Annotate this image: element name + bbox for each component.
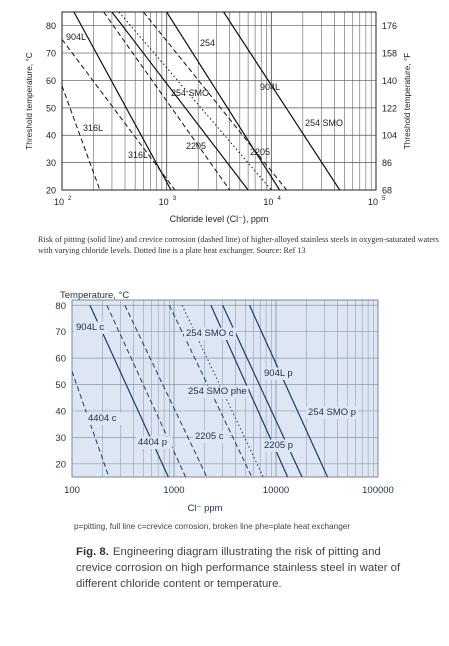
- annotation-bg: [136, 436, 172, 449]
- y-tick-label: 20: [46, 186, 56, 196]
- annotation-label: 904L: [260, 82, 280, 92]
- annotation-label: 254 SMO c: [186, 328, 234, 339]
- annotation-label: 904L p: [264, 368, 293, 379]
- annotation-bg: [186, 385, 249, 398]
- x-tick-label: 10000: [263, 485, 289, 496]
- annotation-label: 904L c: [76, 322, 104, 333]
- x-tick-label: 10: [263, 197, 273, 207]
- y-tick-label-right: 86: [382, 158, 392, 168]
- series-line: [73, 12, 172, 190]
- legend-note: p=pitting, full line c=crevice corrosion…: [74, 522, 351, 531]
- annotation-label: 2205: [250, 147, 270, 157]
- x-tick-label: 10: [368, 197, 378, 207]
- annotation-bg: [262, 439, 298, 452]
- x-tick-exponent: 4: [277, 195, 281, 202]
- chart-bottom: 20 30 40 50 60 70 80 100 1000 10000 100000 Cl⁻ ppm T…: [55, 290, 394, 514]
- x-tick-label: 100000: [362, 485, 394, 496]
- annotation-bg: [86, 412, 122, 425]
- y-tick-label: 30: [46, 158, 56, 168]
- y-tick-label-right: 140: [382, 76, 397, 86]
- x-tick-label: 10: [159, 197, 169, 207]
- series-line: [62, 85, 101, 190]
- annotation-bg: [193, 430, 229, 443]
- y-tick-label: 60: [46, 76, 56, 86]
- annotation-label: 2205 c: [195, 431, 224, 442]
- y-tick-label: 20: [55, 459, 66, 470]
- annotation-label: 254: [200, 38, 215, 48]
- x-axis-label: Cl⁻ ppm: [187, 503, 222, 514]
- y-tick-label-right: 122: [382, 103, 397, 113]
- x-tick-exponent: 2: [68, 195, 72, 202]
- y-axis-label: Threshold temperature, °C: [25, 52, 34, 150]
- caption-top: Risk of pitting (solid line) and crevice…: [38, 235, 439, 255]
- x-tick-exponent: 3: [173, 195, 177, 202]
- annotation-bg: [306, 406, 358, 419]
- annotation-label: 316L: [128, 150, 148, 160]
- y-tick-label-right: 176: [382, 21, 397, 31]
- y-tick-label: 80: [46, 21, 56, 31]
- series-line: [62, 39, 176, 190]
- y-tick-label-right: 158: [382, 49, 397, 59]
- annotation-label: 316L: [83, 123, 103, 133]
- y-tick-label: 80: [55, 301, 66, 312]
- annotation-label: 254 SMO: [305, 118, 343, 128]
- annotation-label: 254 SMO: [171, 88, 209, 98]
- series-line: [103, 12, 231, 190]
- series-line: [118, 12, 272, 190]
- y-axis-label: Temperature, °C: [60, 290, 129, 301]
- annotation-label: 4404 p: [138, 437, 167, 448]
- series-line: [143, 12, 288, 190]
- plot-frame: [61, 11, 377, 191]
- y-axis-label-right: Threshold temperature, °F: [403, 53, 412, 150]
- y-tick-label: 40: [46, 131, 56, 141]
- annotation-label: 254 SMO phe: [188, 386, 247, 397]
- y-tick-label-right: 104: [382, 131, 397, 141]
- x-tick-label: 1000: [163, 485, 184, 496]
- figure-label: Fig. 8.: [76, 546, 109, 558]
- x-tick-exponent: 5: [382, 195, 386, 202]
- series-line: [72, 371, 110, 477]
- caption-bottom: Fig. 8. Engineering diagram illustrating …: [76, 545, 406, 592]
- y-tick-label: 50: [46, 103, 56, 113]
- annotation-bg: [262, 367, 298, 380]
- y-tick-label: 70: [46, 49, 56, 59]
- x-tick-label: 10: [54, 197, 64, 207]
- series-line: [166, 12, 281, 190]
- annotation-label: 4404 c: [88, 413, 117, 424]
- y-tick-label: 40: [55, 406, 66, 417]
- y-tick-label: 70: [55, 327, 66, 338]
- annotation-label: 904L: [66, 32, 86, 42]
- y-tick-label-right: 68: [382, 186, 392, 196]
- annotation-label: 254 SMO p: [308, 407, 356, 418]
- plot-frame: [71, 299, 379, 478]
- series-line: [223, 12, 341, 190]
- figure-caption-text: Engineering diagram illustrating the ris…: [76, 546, 401, 590]
- y-tick-label: 30: [55, 433, 66, 444]
- annotation-bg: [184, 327, 236, 340]
- annotation-label: 2205: [186, 141, 206, 151]
- x-axis-label: Chloride level (Cl⁻), ppm: [170, 214, 269, 224]
- annotation-label: 2205 p: [264, 440, 293, 451]
- y-tick-label: 50: [55, 380, 66, 391]
- series-line: [111, 12, 249, 190]
- series-line: [248, 305, 329, 477]
- y-tick-label: 60: [55, 354, 66, 365]
- annotation-bg: [74, 321, 110, 334]
- x-tick-label: 100: [64, 485, 80, 496]
